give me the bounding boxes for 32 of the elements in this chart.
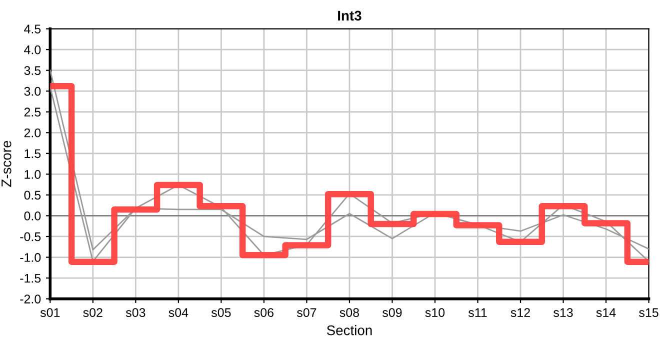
x-tick-label: s10 — [425, 308, 445, 318]
x-tick-label: s02 — [83, 308, 102, 318]
x-tick-label: s13 — [554, 308, 573, 318]
x-tick-label: s07 — [296, 308, 316, 318]
y-tick-label: 4.5 — [24, 24, 41, 34]
y-tick-label: 2.5 — [24, 108, 41, 117]
x-tick-label: s03 — [126, 308, 146, 318]
x-tick-label: s15 — [639, 308, 658, 318]
x-tick-label: s08 — [340, 308, 360, 318]
x-axis-title: Section — [326, 325, 372, 336]
x-tick-label: s06 — [254, 308, 274, 318]
y-tick-label: 3.0 — [24, 86, 41, 96]
x-tick-label: s11 — [468, 308, 487, 318]
y-tick-label: -1.0 — [20, 253, 41, 262]
x-tick-label: s05 — [211, 308, 231, 318]
y-tick-label: 0.5 — [24, 190, 41, 200]
chart-title: Int3 — [338, 10, 362, 21]
y-tick-label: -0.5 — [20, 232, 41, 242]
x-tick-label: s09 — [382, 308, 402, 318]
x-tick-label: s01 — [40, 308, 60, 318]
y-tick-label: 1.5 — [24, 149, 41, 158]
y-tick-label: -2.0 — [20, 294, 41, 304]
y-tick-label: -1.5 — [20, 274, 41, 283]
y-tick-label: 1.0 — [24, 170, 41, 179]
y-tick-label: 0.0 — [24, 212, 41, 220]
y-tick-label: 2.0 — [24, 128, 41, 138]
y-tick-label: 4.0 — [24, 45, 41, 54]
x-tick-label: s14 — [596, 308, 616, 318]
x-tick-label: s04 — [168, 308, 188, 318]
y-axis-title: Z-score — [2, 140, 12, 187]
x-tick-label: s12 — [510, 308, 530, 318]
y-tick-label: 3.5 — [24, 66, 41, 75]
